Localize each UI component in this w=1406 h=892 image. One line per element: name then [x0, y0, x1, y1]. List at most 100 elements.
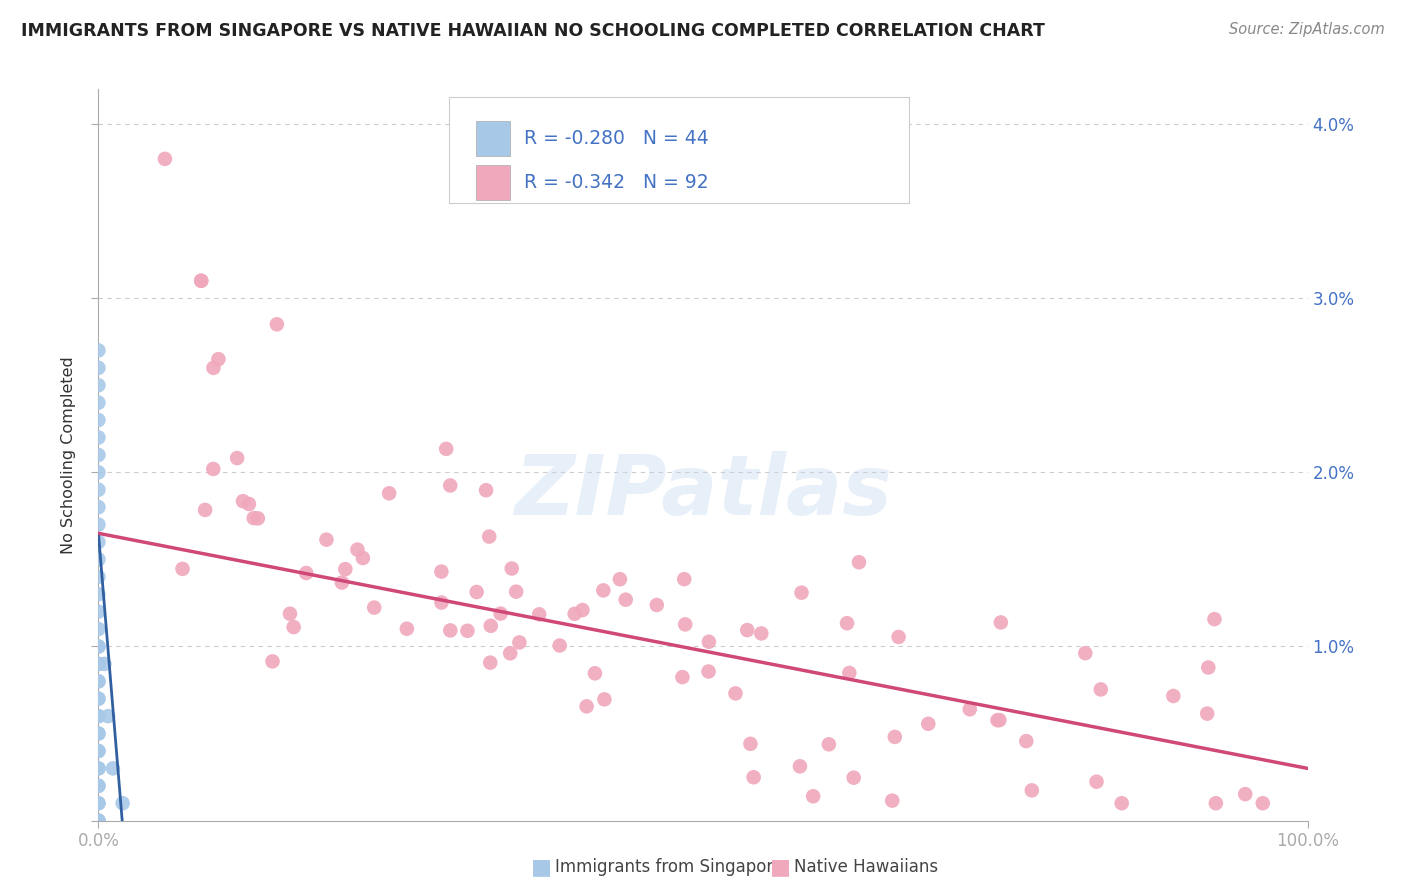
- Point: [465, 585, 488, 599]
- Point: [87, 622, 110, 636]
- Point: [818, 737, 841, 751]
- Point: [87, 761, 110, 775]
- Point: [330, 575, 353, 590]
- Point: [97, 709, 120, 723]
- Point: [87, 640, 110, 654]
- Point: [87, 343, 110, 358]
- Point: [190, 274, 212, 288]
- Point: [593, 692, 616, 706]
- Point: [87, 814, 110, 828]
- Point: [564, 607, 586, 621]
- Point: [842, 771, 865, 785]
- Text: ZIPatlas: ZIPatlas: [515, 451, 891, 532]
- Point: [571, 603, 593, 617]
- Point: [917, 716, 939, 731]
- Point: [87, 779, 110, 793]
- Point: [87, 500, 110, 515]
- Point: [87, 726, 110, 740]
- Text: Source: ZipAtlas.com: Source: ZipAtlas.com: [1229, 22, 1385, 37]
- Point: [790, 585, 813, 599]
- Point: [87, 814, 110, 828]
- Point: [527, 607, 550, 622]
- FancyBboxPatch shape: [475, 121, 509, 156]
- Point: [673, 572, 696, 586]
- Point: [87, 552, 110, 566]
- Point: [87, 709, 110, 723]
- Point: [1111, 796, 1133, 810]
- Point: [479, 656, 502, 670]
- Point: [1074, 646, 1097, 660]
- Point: [735, 623, 758, 637]
- Point: [207, 352, 229, 367]
- Point: [838, 665, 860, 680]
- Point: [986, 713, 1008, 727]
- Point: [238, 497, 260, 511]
- Point: [434, 442, 457, 456]
- Point: [1090, 682, 1112, 697]
- Point: [475, 483, 498, 498]
- Point: [283, 620, 305, 634]
- Point: [93, 657, 115, 671]
- Point: [456, 624, 478, 638]
- Point: [87, 360, 110, 375]
- Point: [430, 595, 453, 609]
- Point: [1205, 796, 1227, 810]
- Point: [87, 674, 110, 689]
- Point: [673, 617, 696, 632]
- Point: [87, 796, 110, 810]
- Point: [614, 592, 637, 607]
- Point: [87, 726, 110, 740]
- Text: Native Hawaiians: Native Hawaiians: [794, 858, 939, 876]
- Point: [87, 640, 110, 654]
- Point: [153, 152, 176, 166]
- Point: [87, 761, 110, 775]
- Point: [87, 674, 110, 689]
- Point: [848, 555, 870, 569]
- Point: [87, 517, 110, 532]
- Point: [190, 274, 212, 288]
- Point: [592, 583, 614, 598]
- Point: [87, 779, 110, 793]
- Point: [508, 635, 530, 649]
- Point: [575, 699, 598, 714]
- Point: [87, 605, 110, 619]
- Text: ■: ■: [770, 857, 790, 877]
- Point: [266, 318, 288, 332]
- Point: [87, 657, 110, 671]
- FancyBboxPatch shape: [475, 165, 509, 200]
- Point: [363, 600, 385, 615]
- Text: ■: ■: [531, 857, 551, 877]
- Point: [499, 646, 522, 660]
- Point: [749, 626, 772, 640]
- Point: [883, 730, 905, 744]
- Point: [882, 794, 904, 808]
- Point: [1204, 612, 1226, 626]
- Point: [101, 761, 124, 775]
- Point: [87, 691, 110, 706]
- Point: [489, 607, 512, 621]
- Point: [439, 478, 461, 492]
- Text: Immigrants from Singapore: Immigrants from Singapore: [555, 858, 783, 876]
- Point: [87, 466, 110, 480]
- Point: [697, 634, 720, 648]
- Point: [583, 666, 606, 681]
- Text: R = -0.342   N = 92: R = -0.342 N = 92: [524, 173, 709, 192]
- Point: [479, 619, 502, 633]
- Point: [87, 814, 110, 828]
- Point: [87, 691, 110, 706]
- Point: [789, 759, 811, 773]
- Point: [1163, 689, 1185, 703]
- Point: [87, 483, 110, 497]
- Point: [724, 686, 747, 700]
- Point: [87, 448, 110, 462]
- Point: [87, 796, 110, 810]
- Point: [990, 615, 1012, 630]
- Point: [278, 607, 301, 621]
- Point: [959, 702, 981, 716]
- Point: [671, 670, 693, 684]
- Point: [111, 796, 134, 810]
- Point: [988, 713, 1011, 727]
- Point: [194, 503, 217, 517]
- Point: [740, 737, 762, 751]
- Point: [87, 587, 110, 601]
